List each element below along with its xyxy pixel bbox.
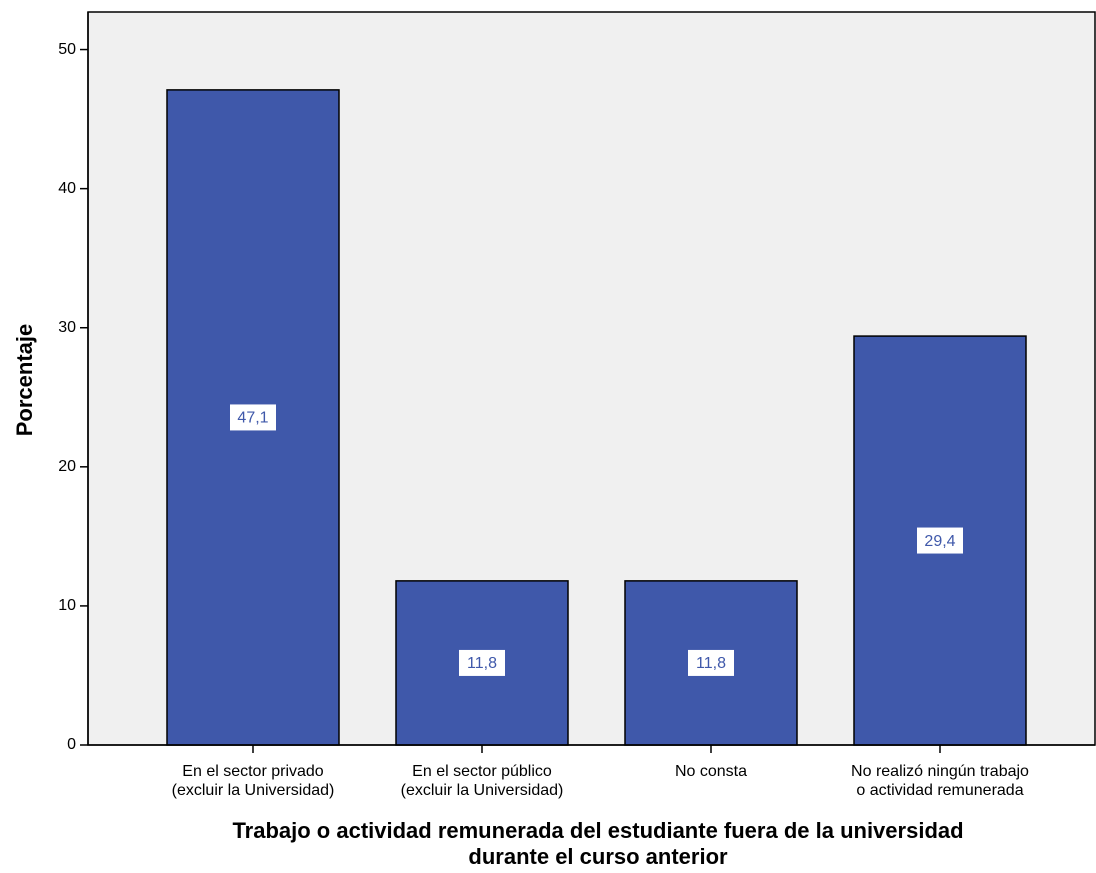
x-tick-label: (excluir la Universidad)	[401, 782, 564, 799]
value-label: 11,8	[467, 655, 497, 672]
value-label-box	[688, 649, 734, 676]
y-tick-label: 40	[58, 180, 76, 197]
x-tick-label: No realizó ningún trabajo	[851, 763, 1029, 780]
x-tick-label: En el sector privado	[182, 763, 324, 780]
y-tick-label: 20	[58, 458, 76, 475]
value-label-box	[917, 527, 963, 554]
y-axis-title: Porcentaje	[12, 324, 37, 437]
value-label: 29,4	[924, 533, 955, 550]
x-tick-label: (excluir la Universidad)	[172, 782, 335, 799]
value-label: 11,8	[696, 655, 726, 672]
y-tick-label: 10	[58, 597, 76, 614]
x-axis-title: durante el curso anterior	[468, 844, 728, 869]
value-label: 47,1	[237, 410, 268, 427]
x-axis-title: Trabajo o actividad remunerada del estud…	[232, 818, 963, 843]
x-tick-label: o actividad remunerada	[856, 782, 1023, 799]
value-label-box	[230, 404, 276, 431]
y-tick-label: 50	[58, 41, 76, 58]
y-tick-label: 0	[67, 736, 76, 753]
x-tick-label: No consta	[675, 763, 747, 780]
value-label-box	[459, 649, 505, 676]
x-tick-label: En el sector público	[412, 763, 552, 780]
y-tick-label: 30	[58, 319, 76, 336]
